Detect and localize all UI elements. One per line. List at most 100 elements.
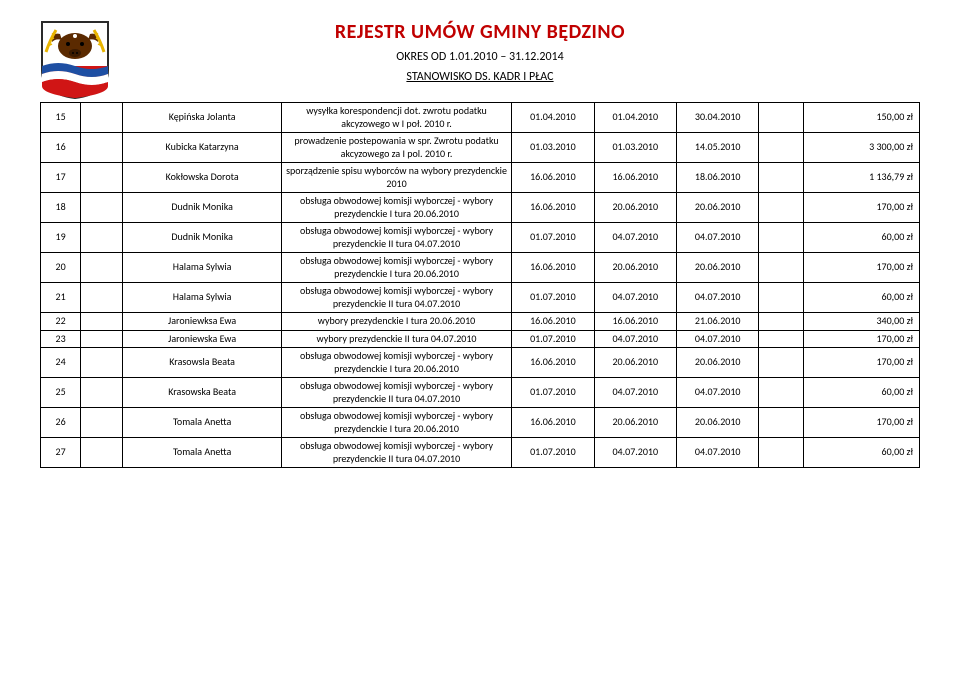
amount: 60,00 zł [803, 223, 919, 253]
date-2: 20.06.2010 [594, 193, 676, 223]
row-number: 17 [41, 163, 81, 193]
date-1: 01.03.2010 [512, 133, 594, 163]
empty-cell [759, 103, 803, 133]
empty-cell [759, 253, 803, 283]
contracts-table: 15Kępińska Jolantawysyłka korespondencji… [40, 102, 920, 468]
contractor-name: Jaroniewksa Ewa [123, 313, 281, 331]
empty-cell [759, 438, 803, 468]
table-row: 19 Dudnik Monikaobsługa obwodowej komisji… [41, 223, 920, 253]
contractor-name: Halama Sylwia [123, 253, 281, 283]
contract-description: wybory prezydenckie I tura 20.06.2010 [281, 313, 511, 331]
contractor-name: Kokłowska Dorota [123, 163, 281, 193]
empty-cell [81, 283, 123, 313]
contract-description: obsługa obwodowej komisji wyborczej - wy… [281, 283, 511, 313]
contractor-name: Kubicka Katarzyna [123, 133, 281, 163]
empty-cell [81, 223, 123, 253]
date-3: 18.06.2010 [676, 163, 758, 193]
contract-description: wysyłka korespondencji dot. zwrotu podat… [281, 103, 511, 133]
contract-description: obsługa obwodowej komisji wyborczej - wy… [281, 253, 511, 283]
contract-description: obsługa obwodowej komisji wyborczej - wy… [281, 348, 511, 378]
date-3: 14.05.2010 [676, 133, 758, 163]
empty-cell [81, 313, 123, 331]
amount: 340,00 zł [803, 313, 919, 331]
empty-cell [81, 348, 123, 378]
table-row: 17Kokłowska Dorotasporządzenie spisu wyb… [41, 163, 920, 193]
header: REJESTR UMÓW GMINY BĘDZINO OKRES OD 1.01… [40, 20, 920, 84]
row-number: 20 [41, 253, 81, 283]
date-2: 20.06.2010 [594, 348, 676, 378]
date-2: 04.07.2010 [594, 330, 676, 348]
table-row: 16Kubicka Katarzynaprowadzenie postepowa… [41, 133, 920, 163]
date-2: 16.06.2010 [594, 313, 676, 331]
date-1: 16.06.2010 [512, 408, 594, 438]
contract-description: obsługa obwodowej komisji wyborczej - wy… [281, 193, 511, 223]
date-1: 01.07.2010 [512, 330, 594, 348]
row-number: 18 [41, 193, 81, 223]
date-3: 20.06.2010 [676, 253, 758, 283]
row-number: 16 [41, 133, 81, 163]
amount: 170,00 zł [803, 193, 919, 223]
empty-cell [759, 378, 803, 408]
empty-cell [759, 133, 803, 163]
table-row: 25 Krasowska Beataobsługa obwodowej komis… [41, 378, 920, 408]
table-row: 24 Krasowsla Beataobsługa obwodowej komis… [41, 348, 920, 378]
date-1: 01.07.2010 [512, 283, 594, 313]
date-2: 04.07.2010 [594, 283, 676, 313]
date-2: 16.06.2010 [594, 163, 676, 193]
date-2: 01.03.2010 [594, 133, 676, 163]
empty-cell [81, 103, 123, 133]
amount: 170,00 zł [803, 253, 919, 283]
contractor-name: Dudnik Monika [123, 223, 281, 253]
row-number: 24 [41, 348, 81, 378]
empty-cell [81, 378, 123, 408]
document-title: REJESTR UMÓW GMINY BĘDZINO [40, 20, 920, 44]
date-3: 04.07.2010 [676, 330, 758, 348]
row-number: 26 [41, 408, 81, 438]
contractor-name: Jaroniewska Ewa [123, 330, 281, 348]
contractor-name: Tomala Anetta [123, 408, 281, 438]
amount: 170,00 zł [803, 408, 919, 438]
contractor-name: Krasowska Beata [123, 378, 281, 408]
date-1: 01.07.2010 [512, 378, 594, 408]
row-number: 25 [41, 378, 81, 408]
document-period: OKRES OD 1.01.2010 – 31.12.2014 [40, 50, 920, 64]
row-number: 27 [41, 438, 81, 468]
title-block: REJESTR UMÓW GMINY BĘDZINO OKRES OD 1.01… [40, 20, 920, 84]
date-1: 16.06.2010 [512, 253, 594, 283]
date-1: 16.06.2010 [512, 163, 594, 193]
document-page: REJESTR UMÓW GMINY BĘDZINO OKRES OD 1.01… [0, 0, 960, 498]
table-row: 23Jaroniewska Ewawybory prezydenckie II … [41, 330, 920, 348]
empty-cell [759, 348, 803, 378]
date-3: 04.07.2010 [676, 283, 758, 313]
date-3: 20.06.2010 [676, 348, 758, 378]
empty-cell [759, 283, 803, 313]
contract-description: obsługa obwodowej komisji wyborczej - wy… [281, 438, 511, 468]
empty-cell [759, 408, 803, 438]
contract-description: obsługa obwodowej komisji wyborczej - wy… [281, 408, 511, 438]
amount: 170,00 zł [803, 348, 919, 378]
contract-description: obsługa obwodowej komisji wyborczej - wy… [281, 223, 511, 253]
date-2: 20.06.2010 [594, 253, 676, 283]
empty-cell [81, 163, 123, 193]
row-number: 19 [41, 223, 81, 253]
amount: 170,00 zł [803, 330, 919, 348]
date-1: 16.06.2010 [512, 193, 594, 223]
date-3: 04.07.2010 [676, 378, 758, 408]
municipality-crest-icon [40, 20, 110, 100]
date-3: 04.07.2010 [676, 223, 758, 253]
empty-cell [759, 163, 803, 193]
date-3: 21.06.2010 [676, 313, 758, 331]
date-1: 16.06.2010 [512, 313, 594, 331]
empty-cell [81, 408, 123, 438]
amount: 60,00 zł [803, 438, 919, 468]
table-row: 26 Tomala Anettaobsługa obwodowej komisji… [41, 408, 920, 438]
amount: 3 300,00 zł [803, 133, 919, 163]
contractor-name: Krasowsla Beata [123, 348, 281, 378]
table-row: 15Kępińska Jolantawysyłka korespondencji… [41, 103, 920, 133]
date-2: 04.07.2010 [594, 223, 676, 253]
document-subtitle: STANOWISKO DS. KADR I PŁAC [40, 70, 920, 84]
contract-description: obsługa obwodowej komisji wyborczej - wy… [281, 378, 511, 408]
date-3: 04.07.2010 [676, 438, 758, 468]
empty-cell [81, 253, 123, 283]
empty-cell [81, 330, 123, 348]
